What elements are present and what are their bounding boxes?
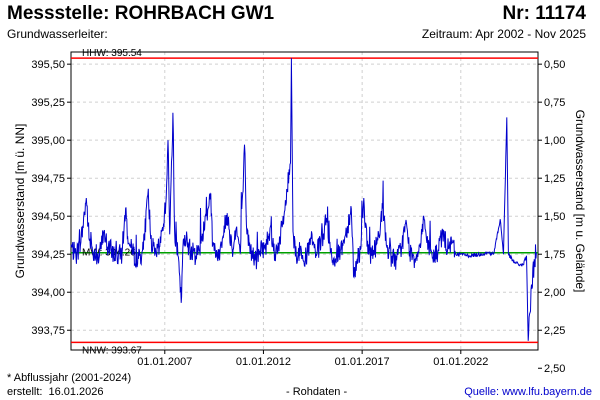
y-tick-label: 395,50: [31, 59, 65, 71]
created-label: erstellt:: [7, 386, 43, 398]
data-type-label: - Rohdaten -: [286, 386, 348, 398]
x-tick-label: 01.01.2012: [236, 356, 291, 368]
footnote: * Abflussjahr (2001-2024): [7, 372, 132, 384]
water-level-line: [70, 58, 537, 341]
series: [70, 58, 537, 341]
created-info: erstellt: 16.01.2026: [7, 386, 104, 398]
grid: [71, 52, 538, 350]
station-number: Nr: 11174: [502, 3, 586, 24]
y2-tick-label: 0,75: [544, 97, 565, 109]
x-tick-label: 01.01.2022: [433, 356, 488, 368]
x-tick-label: 01.01.2007: [137, 356, 192, 368]
y2-tick-label: 1,25: [544, 173, 565, 185]
y-tick-label: 394,50: [31, 211, 65, 223]
station-title: Messstelle: ROHRBACH GW1: [7, 3, 275, 24]
y-tick-label: 395,00: [31, 135, 65, 147]
axes: 393,75 394,00 394,25 394,50 394,75 395,00 395,…: [31, 59, 565, 375]
y-axis-label-left: Grundwasserstand [m ü. NN]: [13, 124, 27, 279]
reference-line-label: HHW: 395.54: [82, 48, 142, 59]
y2-tick-label: 1,00: [544, 135, 565, 147]
y-axis-label-right: Grundwasserstand [m u. Gelände]: [573, 110, 587, 293]
y-tick-label: 393,75: [31, 325, 65, 337]
y2-tick-label: 1,50: [544, 211, 565, 223]
y-tick-label: 394,00: [31, 287, 65, 299]
y2-tick-label: 2,25: [544, 325, 565, 337]
y-tick-label: 394,25: [31, 249, 65, 261]
y-tick-label: 394,75: [31, 173, 65, 185]
created-date: 16.01.2026: [48, 386, 104, 398]
y2-tick-label: 1,75: [544, 249, 565, 261]
y2-tick-label: 0,50: [544, 59, 565, 71]
reference-line-label: NNW: 393.67: [82, 345, 142, 356]
plot-frame: [70, 51, 539, 351]
aquifer-label: Grundwasserleiter:: [7, 27, 108, 41]
source-link-text[interactable]: Quelle: www.lfu.bayern.de: [464, 386, 592, 398]
x-tick-label: 01.01.2017: [335, 356, 390, 368]
period-label: Zeitraum: Apr 2002 - Nov 2025: [421, 27, 586, 41]
y-tick-label: 395,25: [31, 97, 65, 109]
source-link[interactable]: Quelle: www.lfu.bayern.de: [464, 386, 592, 398]
y2-tick-label: 2,00: [544, 287, 565, 299]
y2-tick-label: 2,50: [544, 363, 565, 375]
